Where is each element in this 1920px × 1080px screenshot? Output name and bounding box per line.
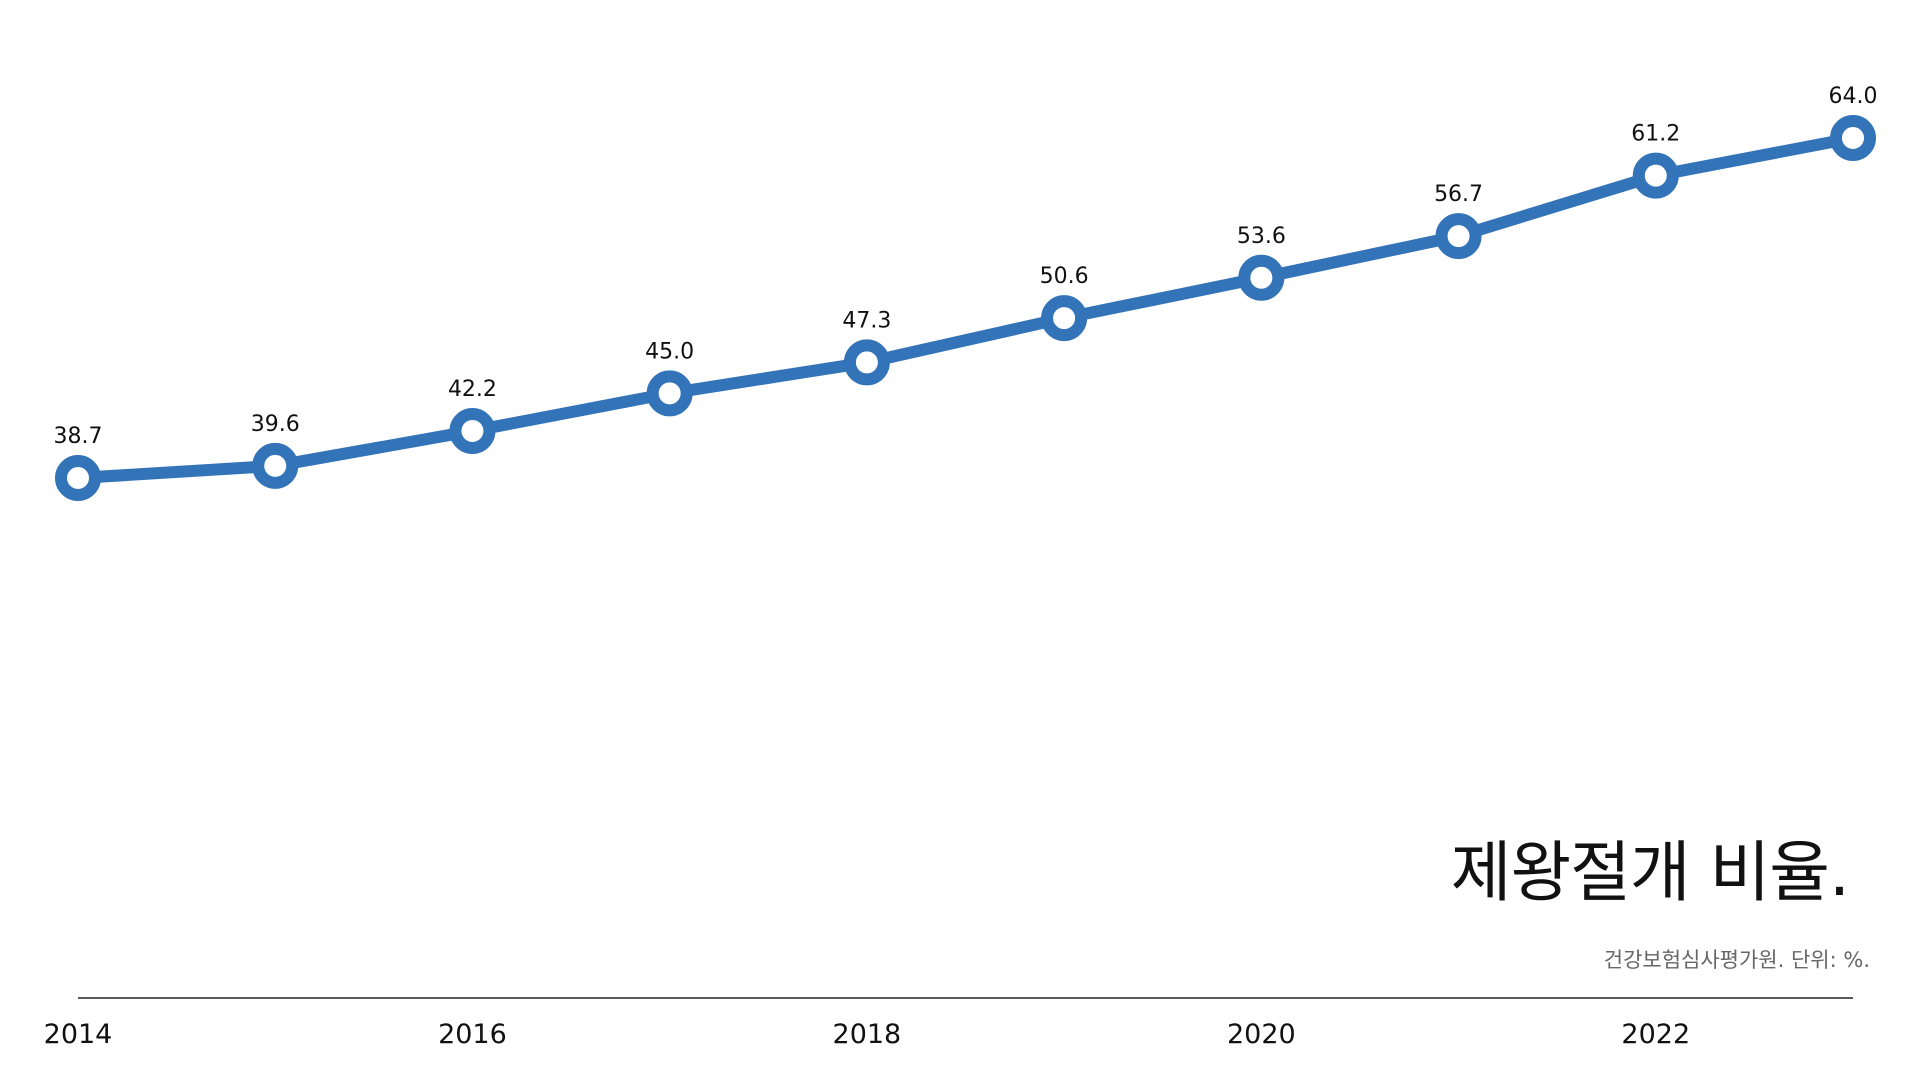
data-label: 50.6: [1040, 264, 1089, 289]
data-point: [1632, 152, 1679, 199]
data-label: 61.2: [1631, 122, 1680, 147]
data-label: 45.0: [645, 339, 694, 364]
chart-source-note: 건강보험심사평가원. 단위: %.: [1603, 948, 1870, 972]
data-point: [252, 442, 299, 489]
data-point: [843, 339, 890, 386]
data-label: 38.7: [54, 424, 103, 449]
x-tick-label: 2022: [1621, 1019, 1690, 1050]
x-tick-label: 2014: [44, 1019, 113, 1050]
series-layer: 38.7 39.6 42.2 45.0 47.3 50.6 53.6 56.7 61.2 64.0: [54, 84, 1878, 501]
x-tick-label: 2020: [1227, 1019, 1296, 1050]
data-point: [449, 407, 496, 454]
series-line: [72, 132, 1859, 484]
data-point: [55, 455, 101, 501]
data-point: [1830, 115, 1876, 161]
data-label: 56.7: [1434, 182, 1483, 207]
chart-title: 제왕절개 비율.: [1450, 834, 1850, 911]
data-label: 39.6: [251, 412, 300, 437]
data-label: 64.0: [1829, 84, 1878, 109]
data-point: [1041, 295, 1088, 342]
data-point: [1435, 213, 1482, 260]
x-tick-layer: 2014 2016 2018 2020 2022: [44, 1019, 1690, 1050]
data-label: 42.2: [448, 377, 497, 402]
x-tick-label: 2016: [438, 1019, 507, 1050]
x-tick-label: 2018: [833, 1019, 902, 1050]
data-label: 53.6: [1237, 224, 1286, 249]
data-label: 47.3: [842, 308, 891, 333]
data-point: [646, 370, 693, 417]
data-point: [1238, 254, 1285, 301]
